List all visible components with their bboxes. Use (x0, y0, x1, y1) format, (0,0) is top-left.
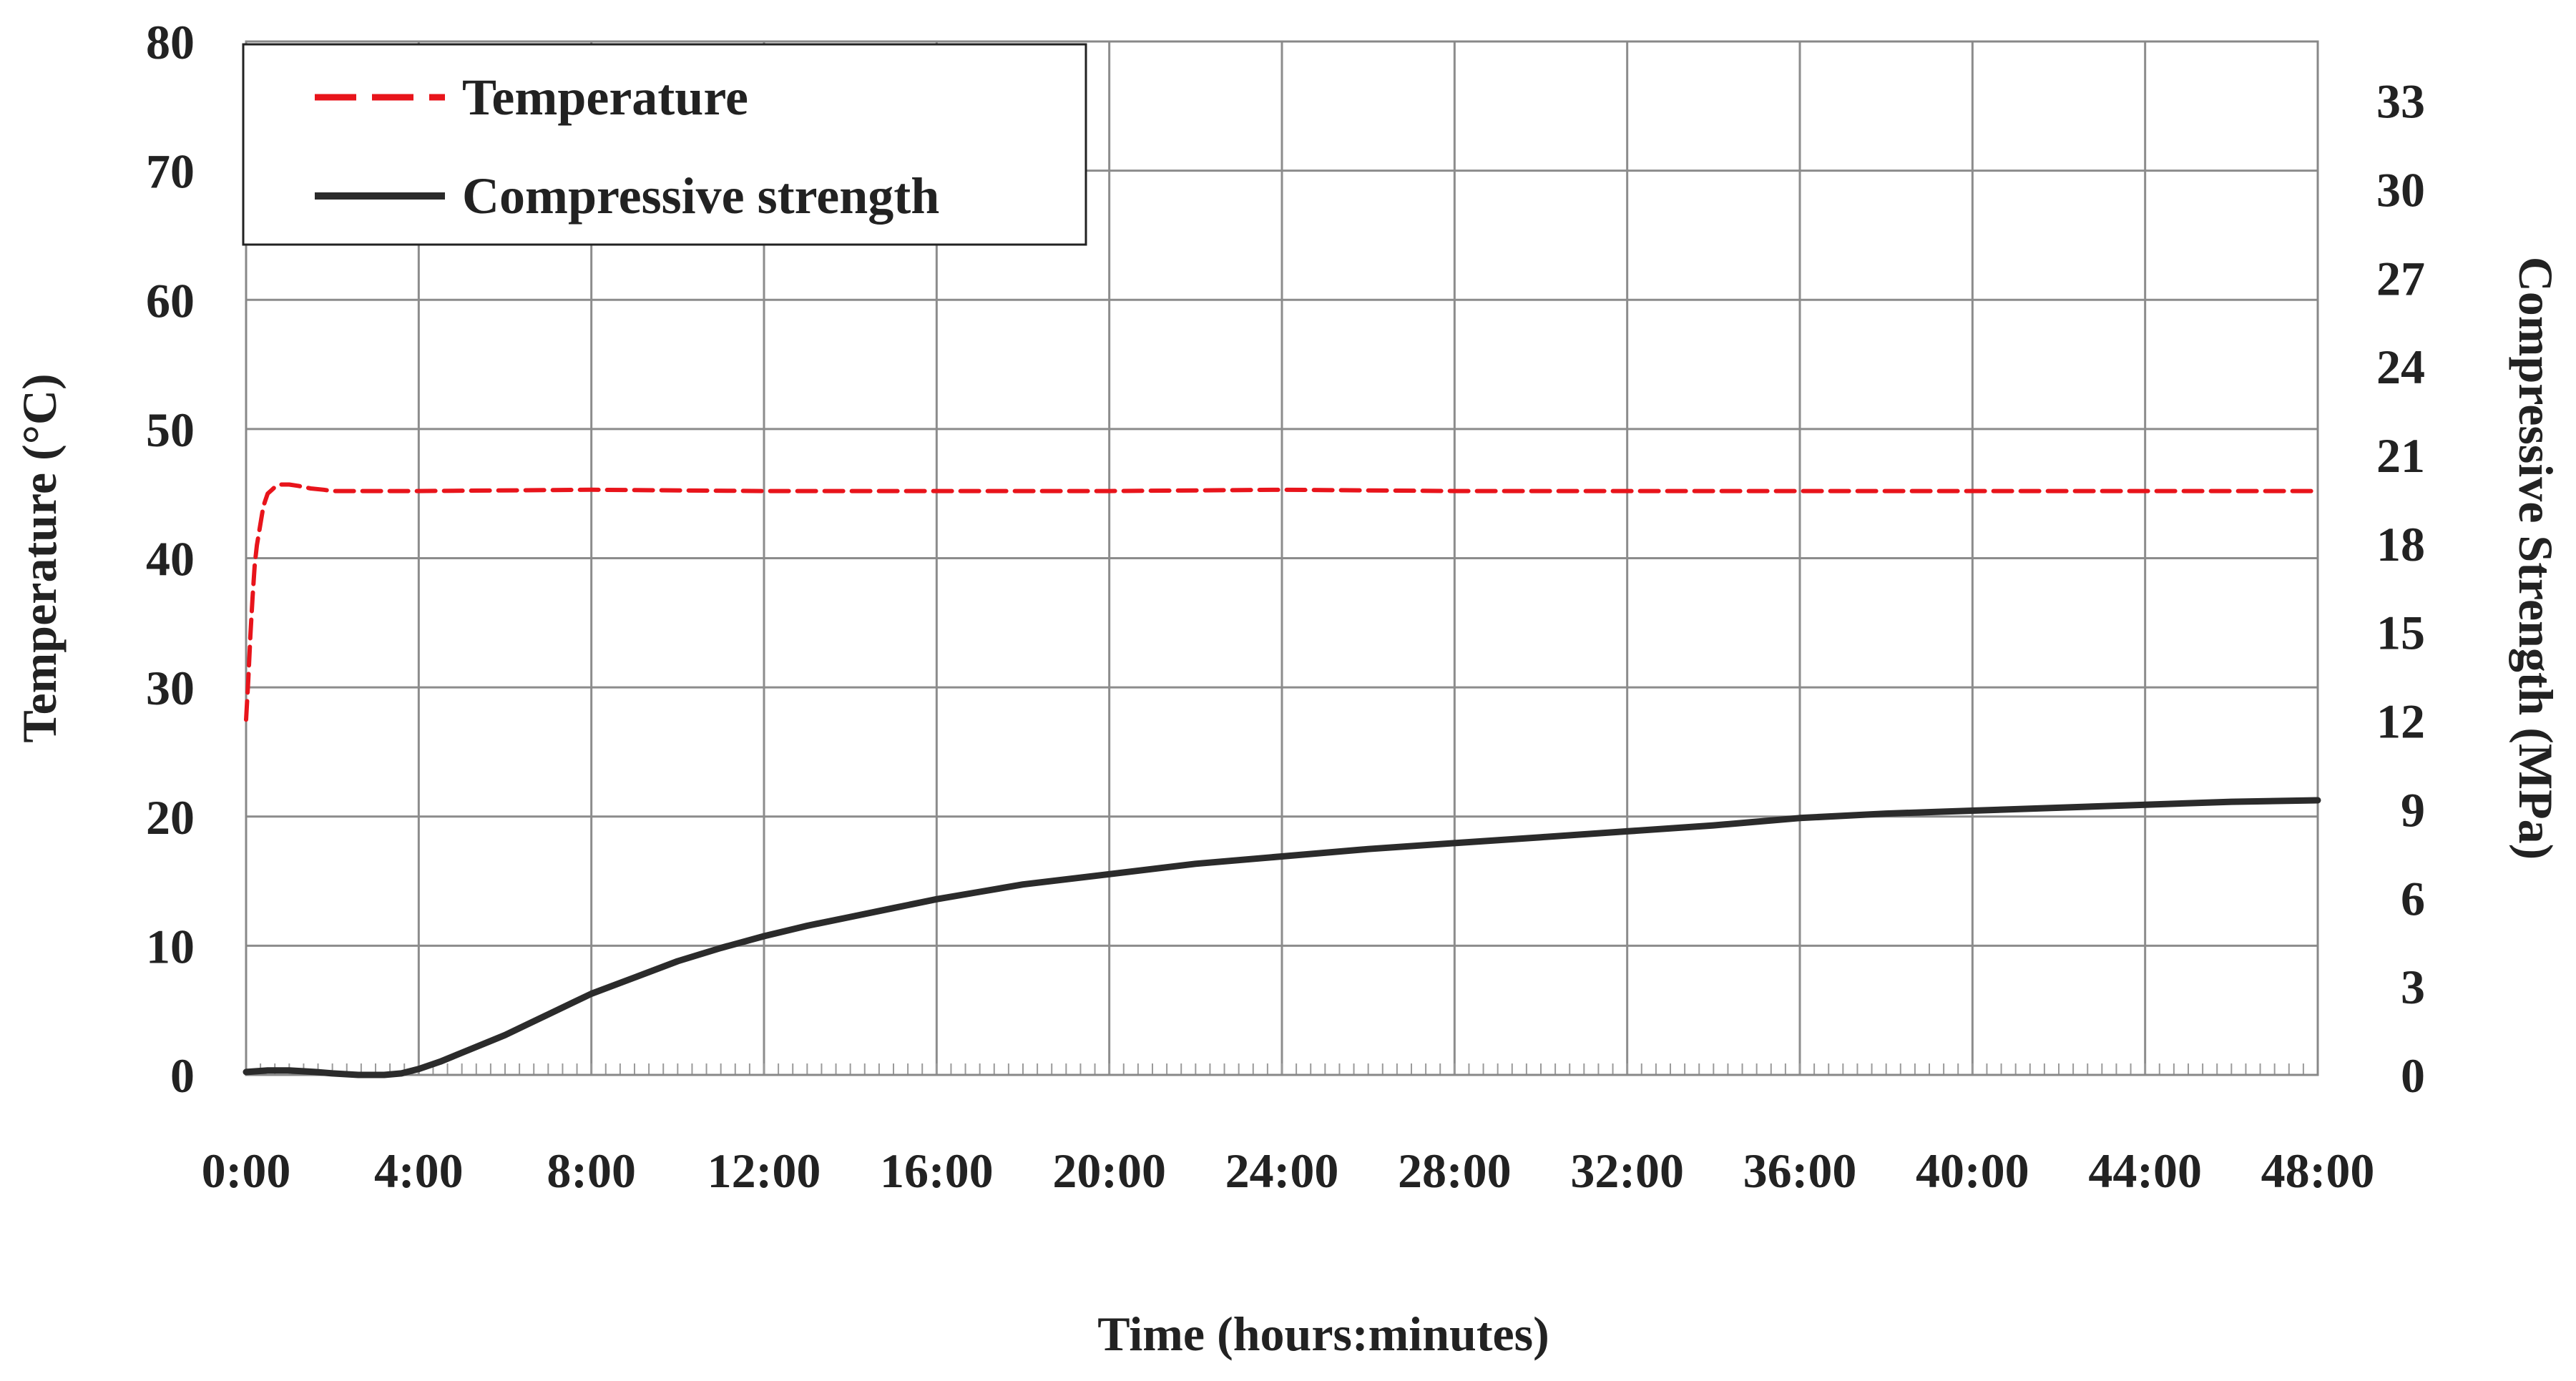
x-tick-label: 32:00 (1570, 1144, 1684, 1198)
y-tick-label: 60 (146, 273, 195, 328)
legend-label-temperature: Temperature (462, 69, 748, 126)
y2-tick-label: 9 (2401, 782, 2425, 837)
y2-tick-label: 3 (2401, 960, 2425, 1014)
x-tick-label: 4:00 (374, 1144, 464, 1198)
x-axis-label: Time (hours:minutes) (1097, 1307, 1549, 1361)
y2-tick-label: 15 (2376, 606, 2425, 660)
x-tick-label: 40:00 (1916, 1144, 2029, 1198)
y-tick-label: 70 (146, 144, 195, 199)
x-tick-label: 44:00 (2088, 1144, 2202, 1198)
x-tick-label: 24:00 (1225, 1144, 1339, 1198)
x-tick-label: 48:00 (2261, 1144, 2375, 1198)
x-tick-label: 12:00 (707, 1144, 821, 1198)
y2-tick-label: 30 (2376, 162, 2425, 217)
y2-tick-label: 12 (2376, 694, 2425, 749)
legend-label-compressive-strength: Compressive strength (462, 167, 939, 225)
x-tick-label: 20:00 (1052, 1144, 1166, 1198)
y-tick-label: 80 (146, 15, 195, 69)
y2-tick-label: 18 (2376, 517, 2425, 571)
y2-tick-label: 33 (2376, 74, 2425, 129)
y2-tick-label: 0 (2401, 1048, 2425, 1103)
y2-tick-label: 24 (2376, 340, 2425, 394)
y2-tick-label: 27 (2376, 251, 2425, 305)
y2-tick-label: 6 (2401, 871, 2425, 925)
series-lines (243, 482, 2321, 1078)
x-tick-label: 36:00 (1743, 1144, 1857, 1198)
plot-frame (245, 40, 2319, 1076)
legend-box (242, 43, 1087, 246)
y-tick-label: 50 (146, 403, 195, 457)
y-tick-label: 20 (146, 790, 195, 845)
y-tick-label: 30 (146, 661, 195, 715)
x-tick-label: 8:00 (547, 1144, 636, 1198)
y2-axis-label: Compressive Strength (MPa) (2509, 257, 2563, 860)
y-axis-label: Temperature (°C) (12, 373, 67, 742)
temperature-line (244, 482, 2320, 722)
y-tick-label: 10 (146, 919, 195, 973)
x-minor-ticks (245, 1063, 2318, 1075)
x-axis-tick-labels: 0:00 4:00 8:00 12:00 16:00 20:00 24:00 28:00 32:… (202, 1144, 2375, 1198)
y-axis-tick-labels: 0 10 20 30 40 50 60 70 80 (146, 15, 195, 1103)
compressive-strength-line (243, 797, 2321, 1078)
y-tick-label: 0 (170, 1048, 195, 1103)
y2-axis-tick-labels: 0 3 6 9 12 15 18 21 24 27 30 33 (2376, 74, 2425, 1103)
y-tick-label: 40 (146, 532, 195, 586)
y2-tick-label: 21 (2376, 428, 2425, 483)
x-tick-label: 16:00 (880, 1144, 994, 1198)
x-tick-label: 28:00 (1398, 1144, 1512, 1198)
x-tick-label: 0:00 (202, 1144, 291, 1198)
legend: Temperature Compressive strength (242, 43, 1087, 246)
